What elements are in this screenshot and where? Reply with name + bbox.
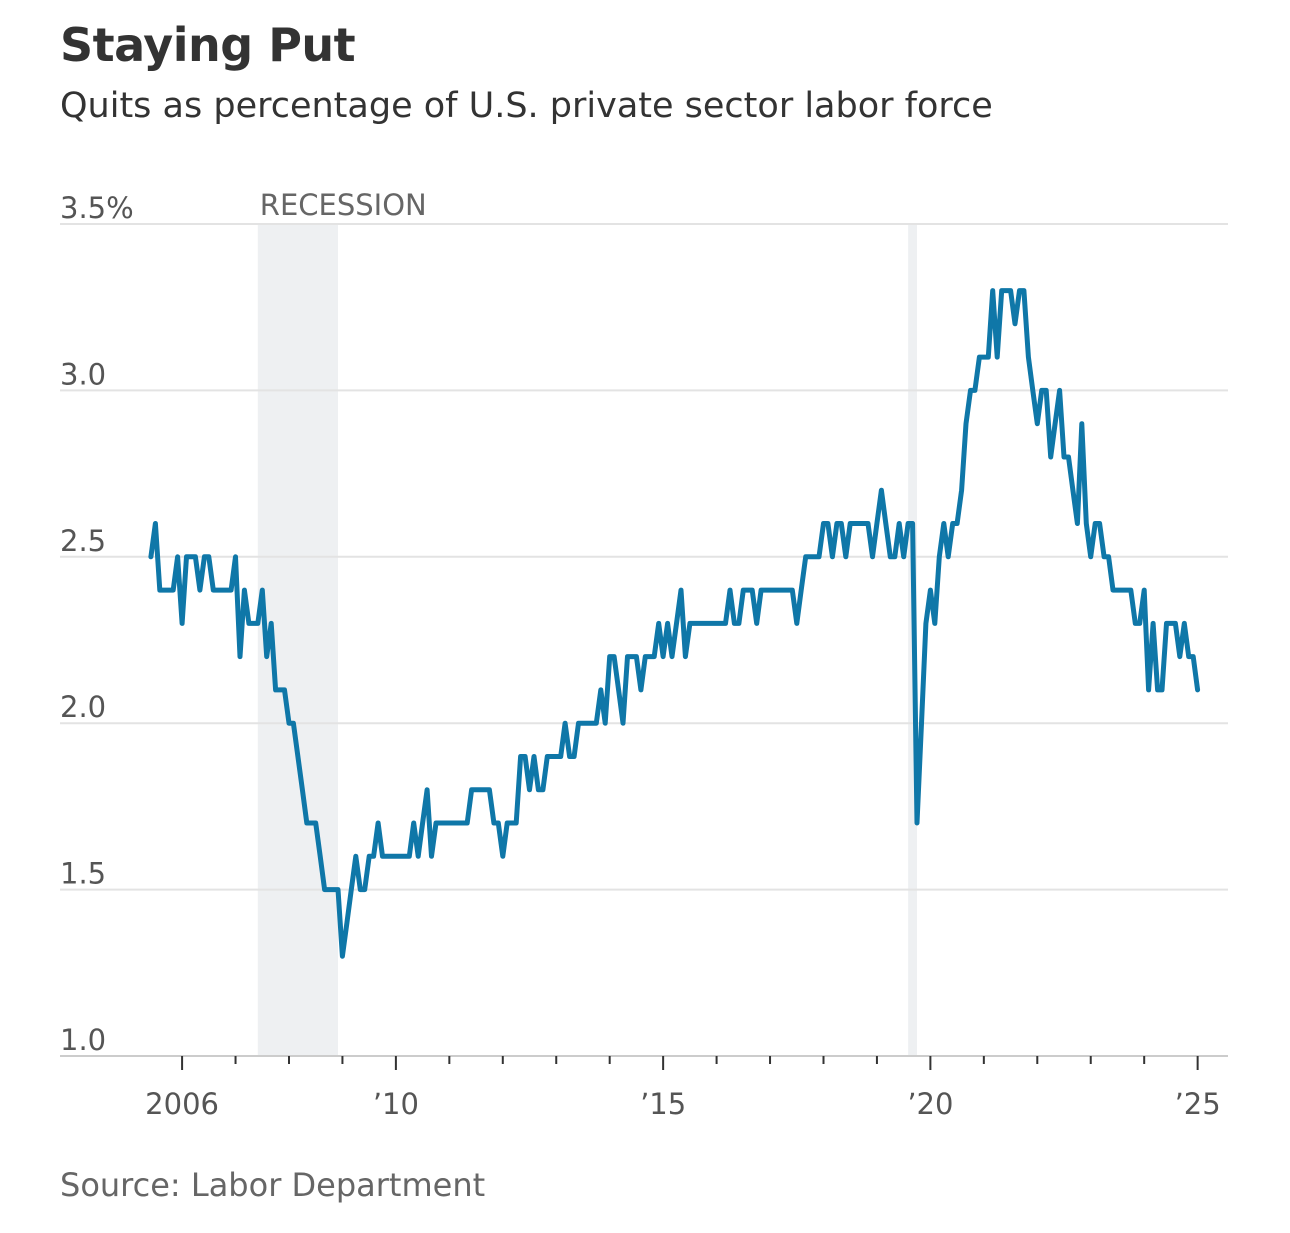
series-lines [148,288,1201,959]
y-tick-label: 1.0 [60,1023,106,1057]
chart-title: Staying Put [60,18,356,72]
x-axis: 2006 ’10 ’15 ’20 ’25 [60,1055,1228,1121]
recession-bands: RECESSION [257,188,918,1056]
x-tick-label: 2006 [145,1087,219,1121]
x-tick-label: ’20 [907,1087,953,1121]
series-line [148,288,1201,959]
y-tick-label: 3.5% [60,191,134,225]
x-tick-label: ’15 [640,1087,686,1121]
y-tick-label: 2.5 [60,524,106,558]
y-tick-label: 2.0 [60,690,106,724]
source-note: Source: Labor Department [60,1166,486,1204]
y-tick-label: 3.0 [60,357,106,391]
x-tick-label: ’25 [1175,1087,1221,1121]
y-axis-labels: 3.5% 3.0 2.5 2.0 1.5 1.0 [60,191,134,1057]
y-tick-label: 1.5 [60,857,106,891]
chart-subtitle: Quits as percentage of U.S. private sect… [60,86,993,126]
recession-label: RECESSION [260,188,427,222]
x-tick-label: ’10 [373,1087,419,1121]
